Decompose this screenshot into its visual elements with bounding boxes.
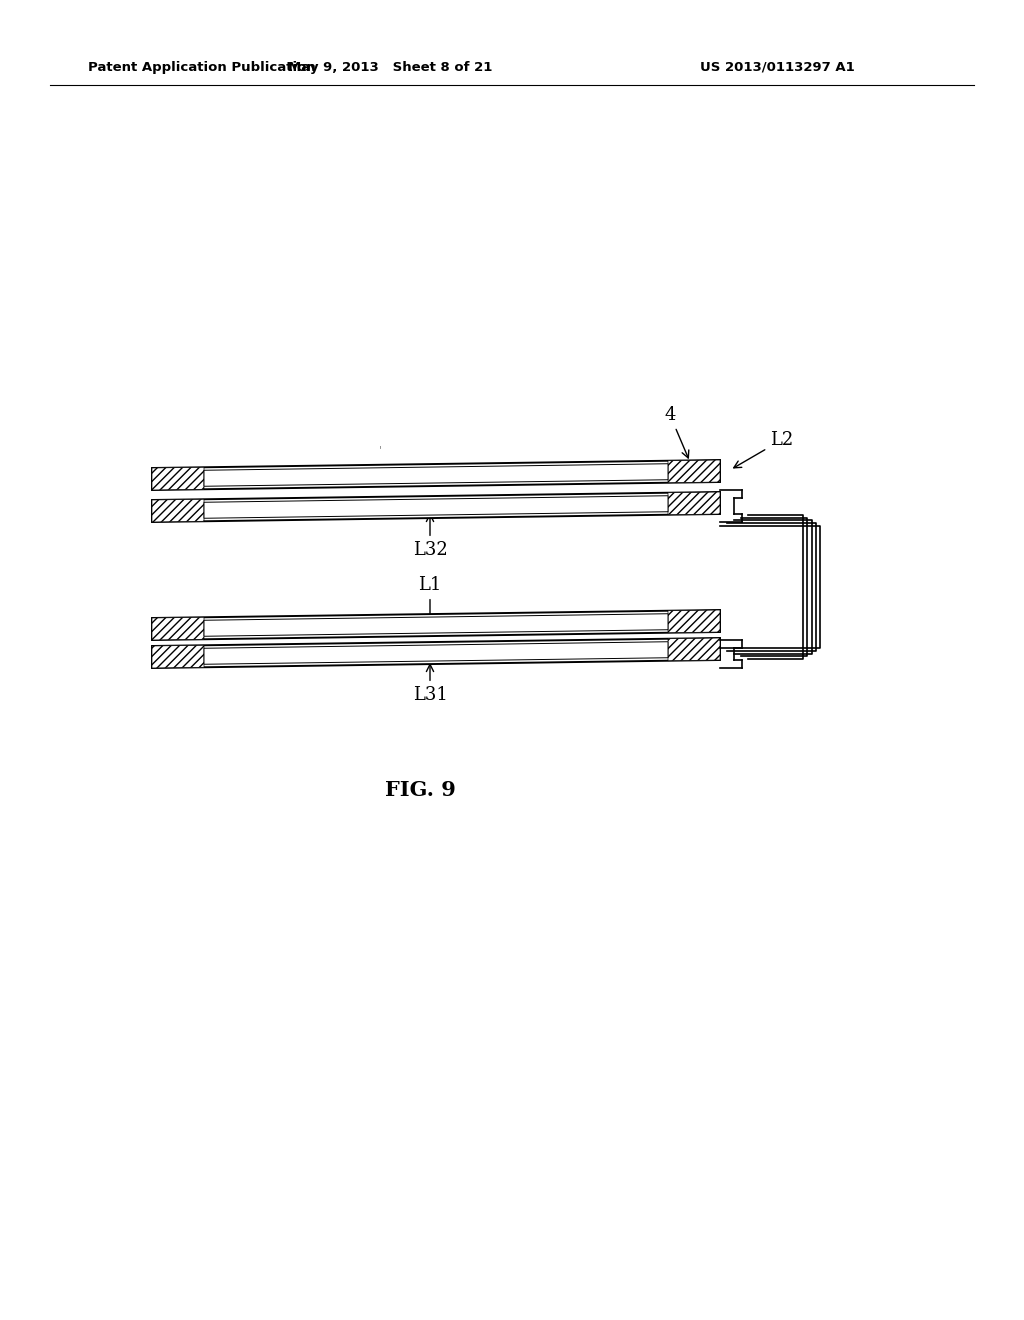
Text: L1: L1	[419, 576, 441, 626]
Text: FIG. 9: FIG. 9	[385, 780, 456, 800]
Polygon shape	[152, 645, 204, 668]
Text: May 9, 2013   Sheet 8 of 21: May 9, 2013 Sheet 8 of 21	[288, 61, 493, 74]
Polygon shape	[152, 638, 720, 668]
Polygon shape	[152, 618, 204, 640]
Text: L2: L2	[734, 432, 794, 467]
Text: US 2013/0113297 A1: US 2013/0113297 A1	[700, 61, 855, 74]
Polygon shape	[668, 610, 720, 632]
Polygon shape	[668, 492, 720, 515]
Polygon shape	[204, 642, 668, 664]
Polygon shape	[152, 467, 204, 490]
Text: Patent Application Publication: Patent Application Publication	[88, 61, 315, 74]
Polygon shape	[152, 499, 204, 521]
Text: ': '	[379, 445, 382, 455]
Text: L31: L31	[413, 664, 447, 704]
Polygon shape	[152, 459, 720, 490]
Text: 4: 4	[665, 407, 689, 458]
Polygon shape	[204, 463, 668, 486]
Polygon shape	[668, 459, 720, 483]
Polygon shape	[204, 614, 668, 636]
Text: L32: L32	[413, 515, 447, 558]
Polygon shape	[668, 638, 720, 661]
Polygon shape	[152, 492, 720, 521]
Polygon shape	[204, 496, 668, 519]
Polygon shape	[152, 610, 720, 640]
